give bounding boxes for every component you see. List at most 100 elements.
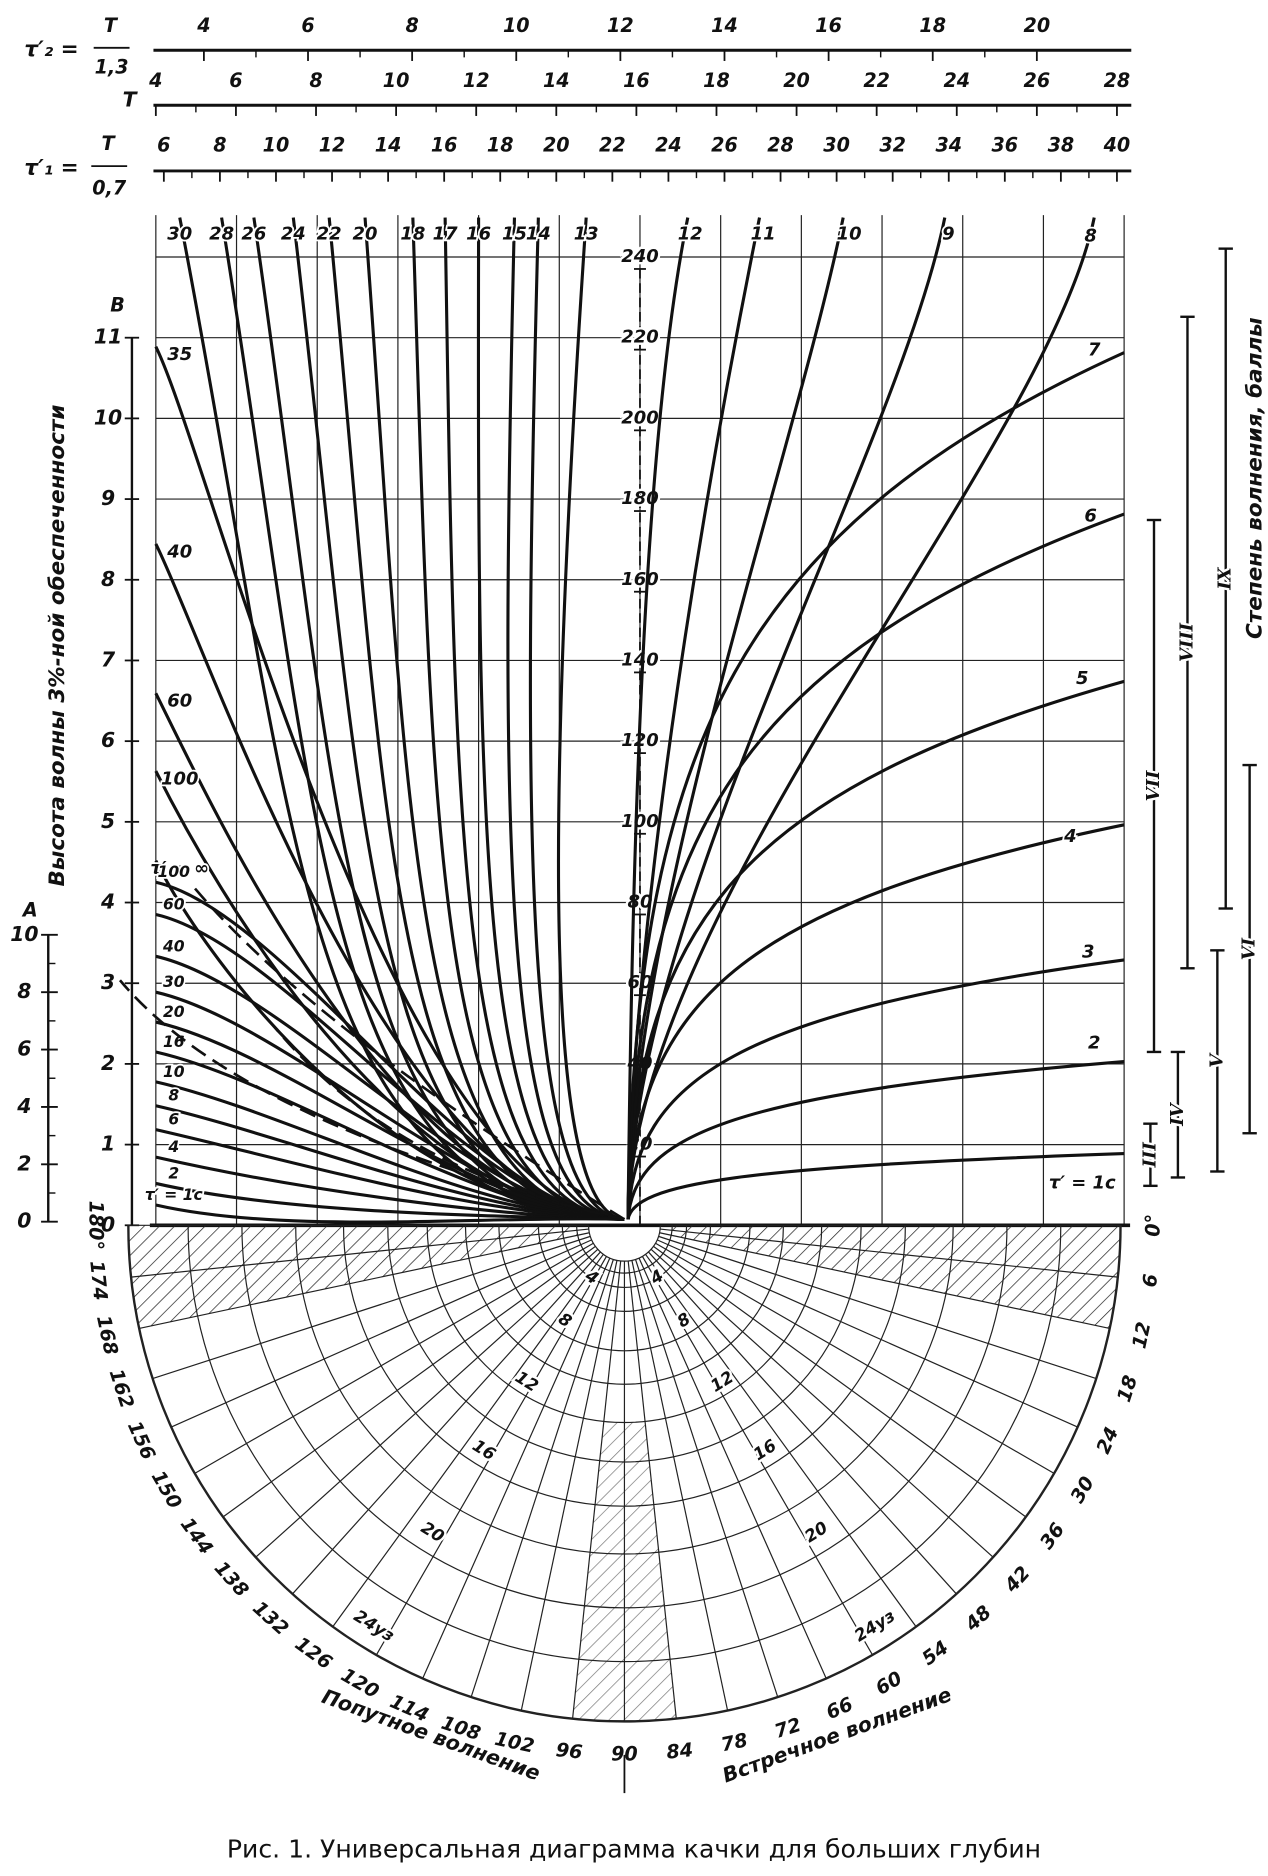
- scale-tick-label: 38: [1048, 133, 1075, 156]
- tau-curve: [626, 217, 1096, 1220]
- sea-state-label: III: [1139, 1142, 1160, 1169]
- curve-label: 35: [167, 344, 192, 365]
- tau-curve: [506, 217, 625, 1221]
- axis-b-tick-label: 6: [101, 728, 115, 752]
- axis-b-tick-label: 4: [100, 890, 115, 914]
- tau-curve: [626, 217, 947, 1220]
- heading-ray: [650, 1248, 994, 1558]
- scale-tick-label: 20: [1024, 14, 1051, 37]
- axis-a-tick-label: 0: [17, 1209, 31, 1233]
- center-tick-label: 100: [621, 811, 658, 832]
- heading-ray: [375, 1256, 608, 1656]
- heading-ray: [660, 1228, 1118, 1278]
- scale-tick-label: 34: [935, 133, 962, 156]
- curve-label: 30: [167, 223, 192, 244]
- heading-ray: [422, 1257, 611, 1679]
- scale-tick-label: 12: [319, 133, 346, 156]
- curve-label: 40: [166, 541, 192, 562]
- heading-ray: [658, 1235, 1097, 1380]
- scale-tick-label: 14: [543, 69, 570, 92]
- heading-ray: [170, 1239, 592, 1428]
- tau2-numerator: T: [104, 14, 119, 37]
- heading-label: 6: [1138, 1273, 1162, 1289]
- curve-label: 13: [574, 223, 599, 244]
- curve-label: 20: [353, 223, 378, 244]
- curve-label: 5: [1076, 668, 1088, 689]
- scale-tick-label: 28: [767, 133, 794, 156]
- heading-ray: [292, 1251, 601, 1595]
- tau-curve: [626, 958, 1125, 1220]
- axis-b-tick-label: 5: [101, 809, 115, 833]
- tau-curve: [626, 1059, 1125, 1220]
- center-tick-label: 140: [621, 649, 658, 670]
- curve-label: τ′ = ∞: [150, 858, 209, 879]
- curve-label: τ′ = 1c: [1049, 1172, 1116, 1193]
- scale-tick-label: 4: [196, 14, 210, 37]
- curve-label: 6: [1084, 505, 1096, 526]
- curve-label: 12: [678, 223, 703, 244]
- heading-label: 12: [1127, 1320, 1155, 1351]
- hatch-zone: [671, 1225, 1121, 1329]
- curve-label: 17: [433, 223, 458, 244]
- axis-a-tick-label: 8: [17, 979, 31, 1003]
- axis-a-tick-label: 6: [17, 1037, 31, 1061]
- scale-tick-label: 26: [711, 133, 738, 156]
- tau2-symbol: τ′₂ =: [24, 37, 78, 62]
- axis-b-tick-label: 1: [101, 1132, 115, 1156]
- curve-label: 6: [168, 1111, 179, 1129]
- curve-label: 60: [167, 691, 192, 712]
- heading-ray: [152, 1235, 591, 1380]
- sea-state-label: VIII: [1176, 622, 1197, 662]
- heading-label: 78: [719, 1728, 750, 1756]
- curve-label: 40: [162, 937, 185, 955]
- curve-label: 14: [526, 223, 551, 244]
- curve-label: 100: [158, 863, 191, 881]
- axis-a-tick-label: 4: [16, 1094, 31, 1118]
- tau-curve: [327, 217, 625, 1221]
- scale-tick-label: 8: [309, 69, 322, 92]
- curve-label: 2: [1088, 1033, 1100, 1054]
- axis-b-label: B: [110, 294, 125, 317]
- scale-tick-label: 6: [157, 133, 170, 156]
- axis-b-tick-label: 11: [94, 325, 122, 349]
- curve-label: 11: [751, 223, 776, 244]
- curve-label: 4: [1063, 826, 1076, 847]
- heading-label: 174: [85, 1259, 112, 1301]
- t-symbol: T: [123, 87, 139, 111]
- scale-tick-label: 18: [487, 133, 514, 156]
- curve-label: 9: [942, 223, 954, 244]
- tau-curve: [556, 217, 625, 1221]
- curve-label: 100: [161, 768, 198, 789]
- axis-b-tick-label: 0: [101, 1212, 115, 1236]
- heading-ray: [645, 1253, 917, 1627]
- heading-ray: [638, 1257, 827, 1679]
- tau-curve: [155, 990, 625, 1221]
- heading-label: 0°: [1142, 1214, 1165, 1237]
- axis-b-tick-label: 10: [94, 405, 122, 429]
- scale-tick-label: 14: [711, 14, 738, 37]
- axis-b-tick-label: 9: [101, 486, 115, 510]
- curve-label: 15: [502, 223, 527, 244]
- heading-ray: [332, 1253, 604, 1627]
- heading-ray: [194, 1242, 594, 1474]
- scale-tick-label: 18: [919, 14, 946, 37]
- curve-label: 28: [209, 223, 234, 244]
- hatch-zone: [128, 1225, 578, 1329]
- sea-state-label: IV: [1167, 1101, 1188, 1126]
- scale-tick-label: 26: [1024, 69, 1051, 92]
- tau-curve: [626, 512, 1125, 1220]
- center-tick-label: 160: [621, 569, 658, 590]
- center-tick-label: 200: [621, 407, 658, 428]
- tau-curve: [626, 679, 1125, 1220]
- sea-state-label: VI: [1239, 937, 1260, 960]
- heading-ray: [470, 1259, 614, 1698]
- scale-tick-label: 24: [943, 69, 970, 92]
- heading-ray: [653, 1245, 1027, 1518]
- heading-ray: [222, 1245, 596, 1518]
- sea-state-label: V: [1206, 1052, 1227, 1068]
- axis-a-label: A: [21, 898, 38, 921]
- heading-ray: [627, 1260, 677, 1719]
- scale-tick-label: 10: [383, 69, 410, 92]
